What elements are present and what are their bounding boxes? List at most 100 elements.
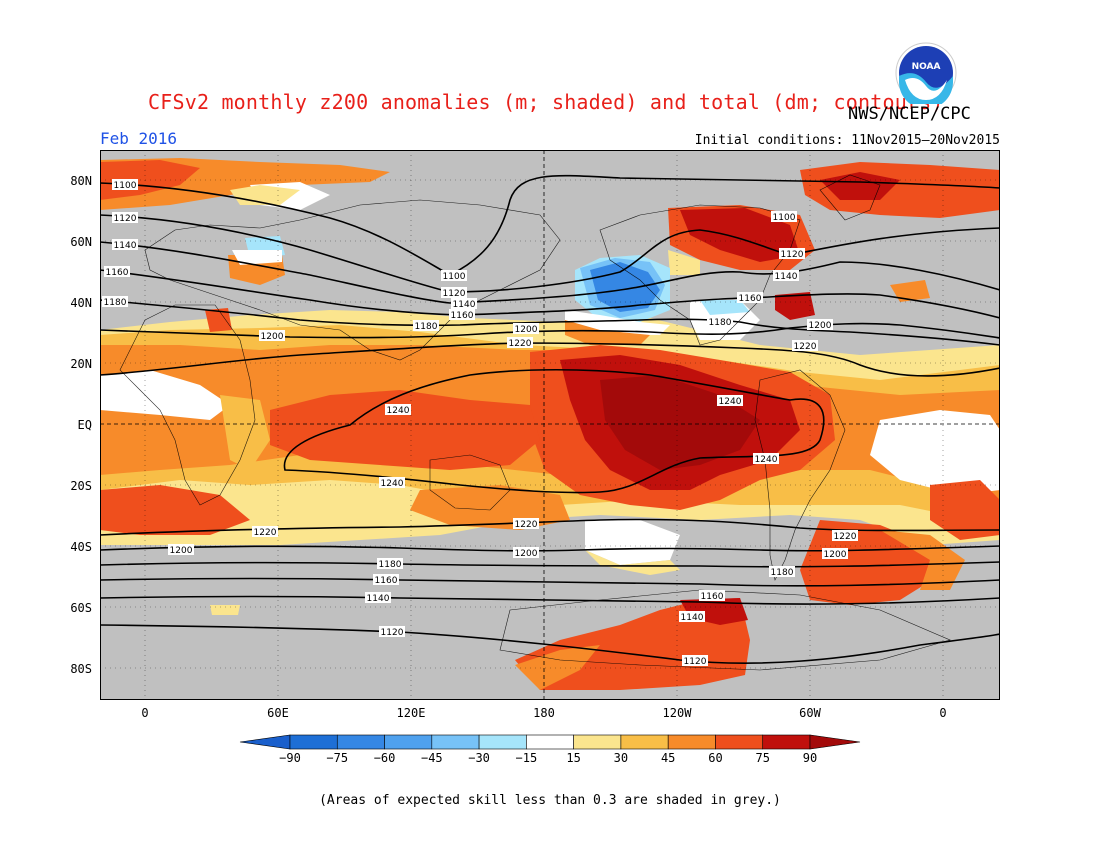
contour-1240 <box>283 368 825 494</box>
svg-text:1240: 1240 <box>719 397 742 407</box>
colorbar-tick-label: −30 <box>468 751 490 765</box>
chart-title: CFSv2 monthly z200 anomalies (m; shaded)… <box>148 90 944 114</box>
contour-label: 1160 <box>373 574 399 586</box>
contour-label: 1240 <box>753 453 779 465</box>
contour-1160 <box>100 269 1000 319</box>
lat-label-80n: 80N <box>70 174 92 188</box>
contour-label: 1220 <box>832 530 858 542</box>
contour-label: 1120 <box>682 655 708 667</box>
contour-1180-south <box>100 561 1000 568</box>
colorbar-tick-label: −45 <box>420 751 443 765</box>
contour-label: 1140 <box>365 592 391 604</box>
anomaly-region-arabia <box>205 308 232 332</box>
svg-text:1160: 1160 <box>739 294 762 304</box>
contour-1200 <box>100 322 1000 339</box>
contour-label: 1240 <box>379 477 405 489</box>
anomaly-region-us-red <box>775 292 815 320</box>
neutral-region-europe <box>232 250 282 265</box>
lat-label-80s: 80S <box>70 662 92 676</box>
colorbar-swatch <box>336 734 385 750</box>
anomaly-region-canada-light <box>668 250 700 275</box>
lat-label-40n: 40N <box>70 296 92 310</box>
svg-text:1140: 1140 <box>453 300 476 310</box>
contour-label: 1240 <box>717 395 743 407</box>
anomaly-region-npac-orange <box>565 320 650 345</box>
colorbar-swatch <box>526 734 574 750</box>
anomaly-region-south-africa <box>100 485 250 535</box>
reference-lines <box>100 150 1000 700</box>
svg-text:1220: 1220 <box>515 520 538 530</box>
contour-label: 1200 <box>259 330 285 342</box>
lat-label-40s: 40S <box>70 540 92 554</box>
svg-text:1160: 1160 <box>451 311 474 321</box>
lon-label-180: 180 <box>533 706 555 720</box>
contour-label: 1220 <box>507 337 533 349</box>
svg-text:1160: 1160 <box>701 592 724 602</box>
neutral-region-atlantic-south <box>870 410 1000 495</box>
contour-label: 1100 <box>771 211 797 223</box>
colorbar-tick-label: 90 <box>802 751 818 765</box>
anomaly-map: 1100 1120 1140 1160 1180 1200 1100 1120 … <box>100 150 1000 700</box>
contour-label: 1240 <box>385 404 411 416</box>
lat-label-eq: EQ <box>77 418 92 432</box>
contour-label: 1120 <box>112 212 138 224</box>
svg-text:1220: 1220 <box>834 532 857 542</box>
svg-text:1160: 1160 <box>375 576 398 586</box>
contour-1160-south <box>100 577 1000 587</box>
svg-text:1200: 1200 <box>261 332 284 342</box>
anomaly-region-south-america-light <box>880 530 965 590</box>
noaa-logo: NOAA <box>895 42 957 104</box>
svg-text:1240: 1240 <box>387 406 410 416</box>
contour-1100 <box>100 174 1000 276</box>
anomaly-region-greenland-core <box>820 172 900 200</box>
colorbar-swatch <box>289 734 338 750</box>
svg-text:1180: 1180 <box>104 298 127 308</box>
contour-label: 1220 <box>792 340 818 352</box>
colorbar-tick-label: 30 <box>613 751 629 765</box>
initial-conditions: Initial conditions: 11Nov2015–20Nov2015 <box>694 133 1000 148</box>
contour-label: 1220 <box>513 518 539 530</box>
lon-label-60e: 60E <box>267 706 289 720</box>
contour-label: 1200 <box>513 323 539 335</box>
contour-label: 1200 <box>822 548 848 560</box>
lon-label-0: 0 <box>141 706 149 720</box>
contour-1180 <box>100 299 1000 346</box>
contour-label: 1160 <box>104 266 130 278</box>
colorbar-tick-label: 75 <box>755 751 770 765</box>
svg-text:1240: 1240 <box>755 455 778 465</box>
contour-label: 1120 <box>379 626 405 638</box>
anomaly-region-atlantic-small <box>890 280 930 302</box>
svg-text:1200: 1200 <box>515 325 538 335</box>
lon-label-120e: 120E <box>396 706 426 720</box>
contour-1120-south <box>100 624 1000 664</box>
contour-1220 <box>100 342 1000 377</box>
contour-label: 1140 <box>773 270 799 282</box>
contour-label: 1200 <box>807 319 833 331</box>
svg-text:1120: 1120 <box>114 214 137 224</box>
neutral-region-africa-east <box>220 395 270 470</box>
svg-text:1160: 1160 <box>106 268 129 278</box>
map-frame <box>100 150 1000 700</box>
colorbar-tick-label: 45 <box>660 751 676 765</box>
contour-label: 1200 <box>168 544 194 556</box>
contour-label: 1140 <box>112 239 138 251</box>
svg-text:1120: 1120 <box>443 289 466 299</box>
contour-label: 1180 <box>377 558 403 570</box>
lat-label-20s: 20S <box>70 479 92 493</box>
contour-label: 1160 <box>699 590 725 602</box>
colorbar-swatch <box>384 734 433 750</box>
lon-label-0-east: 0 <box>939 706 947 720</box>
svg-text:1240: 1240 <box>381 479 404 489</box>
anomaly-region-indo-red <box>270 390 540 470</box>
svg-text:1140: 1140 <box>775 272 798 282</box>
anomaly-region-south-pacific <box>580 545 680 575</box>
colorbar <box>239 734 861 750</box>
svg-text:1100: 1100 <box>114 181 137 191</box>
valid-month: Feb 2016 <box>100 129 178 148</box>
agency-label: NWS/NCEP/CPC <box>848 104 971 124</box>
contour-label: 1180 <box>707 316 733 328</box>
contour-label: 1180 <box>413 320 439 332</box>
anomaly-region-south-atlantic <box>930 480 1000 540</box>
contour-label: 1140 <box>679 611 705 623</box>
colorbar-swatch <box>667 734 716 750</box>
